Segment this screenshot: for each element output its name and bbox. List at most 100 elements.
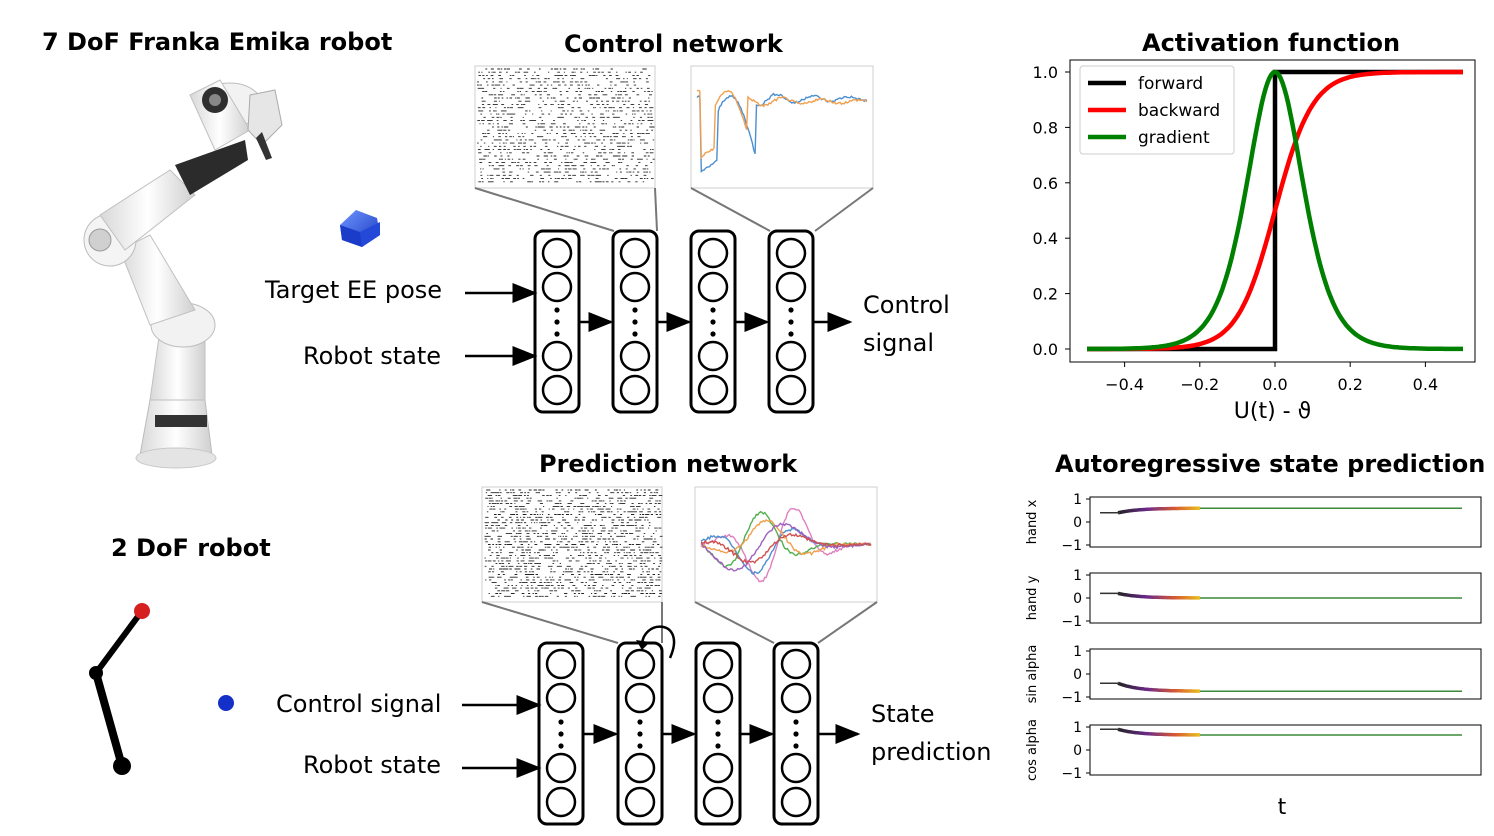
ar-y-tick-label: 0	[1073, 515, 1082, 531]
activation-title: Activation function	[1142, 29, 1401, 57]
ellipsis-dot	[558, 719, 564, 725]
ellipsis-dot	[715, 731, 721, 737]
ellipsis-dot	[715, 719, 721, 725]
neuron	[545, 648, 577, 680]
zoom-line	[694, 601, 775, 644]
ellipsis-dot	[710, 319, 716, 325]
ellipsis-dot	[793, 731, 799, 737]
trace-line	[696, 92, 868, 173]
neuron	[545, 786, 577, 818]
ar-x-axis-label: t	[1278, 795, 1287, 820]
neuron	[775, 340, 807, 372]
prediction-input-control-signal: Control signal	[276, 690, 442, 718]
ar-prediction-line	[1117, 727, 1200, 737]
neuron	[545, 752, 577, 784]
neuron	[780, 786, 812, 818]
neuron	[697, 340, 729, 372]
control-output-label-2: signal	[863, 329, 934, 357]
neuron	[780, 648, 812, 680]
control-network-diagram	[465, 65, 874, 414]
y-tick-label: 0.8	[1033, 118, 1058, 137]
prediction-input-robot-state: Robot state	[303, 751, 442, 779]
ar-y-tick-label: 1	[1073, 720, 1082, 736]
zoom-line	[817, 601, 878, 644]
ellipsis-dot	[793, 743, 799, 749]
ellipsis-dot	[554, 307, 560, 313]
ar-y-tick-label: 0	[1073, 591, 1082, 607]
neuron	[624, 682, 656, 714]
prediction-output-label-2: prediction	[871, 738, 992, 766]
ar-y-tick-label: −1	[1061, 538, 1082, 554]
neuron	[624, 786, 656, 818]
neuron	[624, 648, 656, 680]
autoregressive-chart: 1 0 −1 hand x 1 0 −1 hand y 1 0 −1 sin alpha 1 0 −1 cos…	[1025, 492, 1482, 820]
neuron	[541, 237, 573, 269]
x-tick-label: 0.4	[1413, 375, 1438, 394]
prediction-output-label-1: State	[871, 700, 935, 728]
robot2dof-title: 2 DoF robot	[111, 534, 271, 562]
trace-line	[700, 532, 872, 565]
neuron	[545, 682, 577, 714]
autoregressive-title: Autoregressive state prediction	[1055, 450, 1486, 478]
trace-line	[700, 522, 872, 572]
legend-label-gradient: gradient	[1138, 128, 1210, 148]
neuron	[697, 237, 729, 269]
neuron	[775, 374, 807, 406]
ellipsis-dot	[788, 331, 794, 337]
ar-prediction-line	[1117, 591, 1200, 600]
ellipsis-dot	[715, 743, 721, 749]
neuron	[624, 752, 656, 784]
prediction-network-title: Prediction network	[539, 450, 798, 478]
legend-label-forward: forward	[1138, 74, 1203, 94]
neuron	[541, 374, 573, 406]
control-input-robot-state: Robot state	[303, 342, 442, 370]
prediction-network-diagram	[462, 486, 878, 826]
ellipsis-dot	[710, 307, 716, 313]
neuron	[541, 271, 573, 303]
franka-title: 7 DoF Franka Emika robot	[42, 28, 393, 56]
trace-plot-frame	[690, 65, 874, 189]
x-tick-label: 0.0	[1262, 375, 1287, 394]
ar-y-tick-label: 1	[1073, 492, 1082, 508]
zoom-line	[654, 187, 658, 232]
x-tick-label: 0.2	[1337, 375, 1362, 394]
ar-panel-frame	[1089, 496, 1482, 548]
franka-robot-illustration	[83, 79, 283, 469]
ellipsis-dot	[554, 331, 560, 337]
y-tick-label: 0.4	[1033, 229, 1058, 248]
y-tick-label: 0.6	[1033, 174, 1058, 193]
neuron	[702, 786, 734, 818]
trace-line	[696, 89, 868, 160]
recurrent-arrowhead	[636, 640, 650, 650]
ellipsis-dot	[793, 719, 799, 725]
ellipsis-dot	[637, 719, 643, 725]
neuron	[619, 340, 651, 372]
ellipsis-dot	[558, 743, 564, 749]
neuron	[702, 648, 734, 680]
control-output-label-1: Control	[863, 291, 950, 319]
zoom-line	[474, 187, 615, 232]
neuron	[619, 237, 651, 269]
neuron	[702, 752, 734, 784]
ellipsis-dot	[637, 743, 643, 749]
ellipsis-dot	[632, 319, 638, 325]
ar-y-axis-label: hand x	[1025, 499, 1040, 544]
ar-y-tick-label: 1	[1073, 644, 1082, 660]
y-tick-label: 0.2	[1033, 285, 1058, 304]
ar-y-axis-label: cos alpha	[1025, 719, 1040, 781]
robot-2dof-illustration	[89, 603, 234, 775]
recurrent-loop	[640, 625, 676, 659]
control-input-target-ee-pose: Target EE pose	[265, 276, 443, 304]
ellipsis-dot	[637, 731, 643, 737]
neuron	[780, 752, 812, 784]
target-dot	[218, 695, 234, 711]
legend-label-backward: backward	[1138, 101, 1220, 121]
neuron	[780, 682, 812, 714]
ar-y-tick-label: −1	[1061, 614, 1082, 630]
ar-y-axis-label: sin alpha	[1025, 645, 1040, 704]
y-tick-label: 1.0	[1033, 63, 1058, 82]
legend-box	[1079, 65, 1235, 155]
neuron	[541, 340, 573, 372]
